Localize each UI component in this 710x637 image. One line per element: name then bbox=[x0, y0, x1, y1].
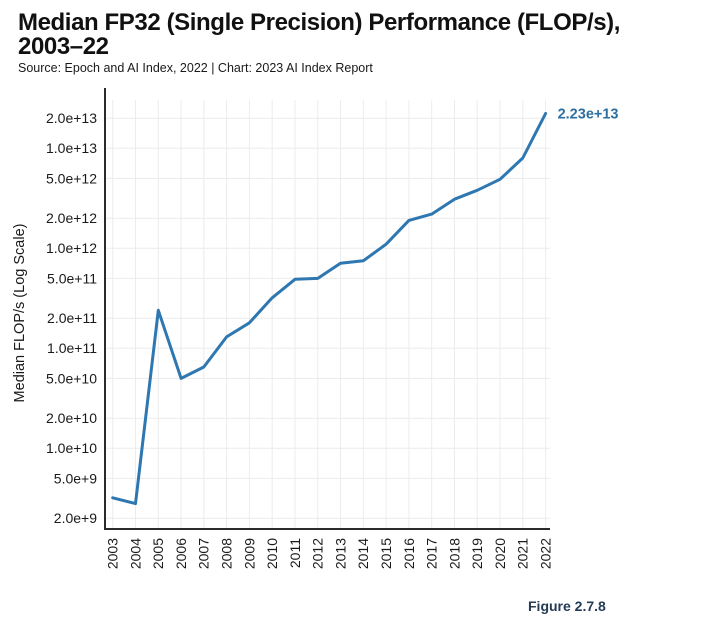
x-tick-label: 2014 bbox=[355, 538, 371, 569]
page-title-line2: 2003–22 bbox=[18, 33, 109, 60]
end-value-annotation: 2.23e+13 bbox=[558, 106, 619, 122]
y-tick-label: 2.0e+12 bbox=[46, 210, 97, 226]
y-tick-label: 5.0e+10 bbox=[46, 370, 97, 386]
y-tick-label: 1.0e+13 bbox=[46, 140, 97, 156]
y-tick-label: 5.0e+9 bbox=[54, 470, 97, 486]
chart-source-subtitle: Source: Epoch and AI Index, 2022 | Chart… bbox=[18, 61, 373, 75]
y-tick-label: 1.0e+10 bbox=[46, 440, 97, 456]
x-tick-label: 2013 bbox=[332, 538, 348, 569]
x-tick-label: 2022 bbox=[537, 538, 553, 569]
y-tick-label: 5.0e+12 bbox=[46, 170, 97, 186]
x-tick-label: 2012 bbox=[310, 538, 326, 569]
x-tick-label: 2005 bbox=[150, 538, 166, 569]
y-tick-label: 1.0e+12 bbox=[46, 240, 97, 256]
x-tick-label: 2010 bbox=[264, 538, 280, 569]
x-tick-label: 2008 bbox=[219, 538, 235, 569]
x-tick-label: 2007 bbox=[196, 538, 212, 569]
page-title-line1: Median FP32 (Single Precision) Performan… bbox=[18, 9, 621, 36]
y-tick-label: 5.0e+11 bbox=[47, 270, 97, 286]
y-tick-label: 2.0e+10 bbox=[46, 410, 97, 426]
data-line-series bbox=[111, 112, 548, 506]
y-tick-label: 1.0e+11 bbox=[47, 340, 97, 356]
y-tick-label: 2.0e+9 bbox=[54, 510, 97, 526]
y-axis-title: Median FLOP/s (Log Scale) bbox=[12, 224, 28, 403]
performance-line-chart: 2.0e+13 1.0e+13 5.0e+12 2.0e+12 1.0e+12 5.0e+… bbox=[12, 88, 619, 569]
x-tick-label: 2003 bbox=[105, 538, 121, 569]
x-tick-label: 2018 bbox=[446, 538, 462, 569]
x-tick-label: 2006 bbox=[173, 538, 189, 569]
figure-caption: Figure 2.7.8 bbox=[528, 598, 606, 614]
x-tick-label: 2019 bbox=[469, 538, 485, 569]
x-tick-label: 2011 bbox=[287, 538, 303, 568]
page-title: Median FP32 (Single Precision) Performan… bbox=[18, 11, 678, 59]
y-tick-label: 2.0e+13 bbox=[46, 110, 97, 126]
x-tick-label: 2004 bbox=[127, 538, 143, 569]
x-tick-label: 2009 bbox=[241, 538, 257, 569]
x-tick-label: 2021 bbox=[515, 538, 531, 569]
x-tick-label: 2020 bbox=[492, 538, 508, 569]
x-tick-label: 2015 bbox=[378, 538, 394, 569]
x-tick-label: 2017 bbox=[424, 538, 440, 569]
x-tick-label: 2016 bbox=[401, 538, 417, 569]
y-tick-label: 2.0e+11 bbox=[47, 310, 97, 326]
